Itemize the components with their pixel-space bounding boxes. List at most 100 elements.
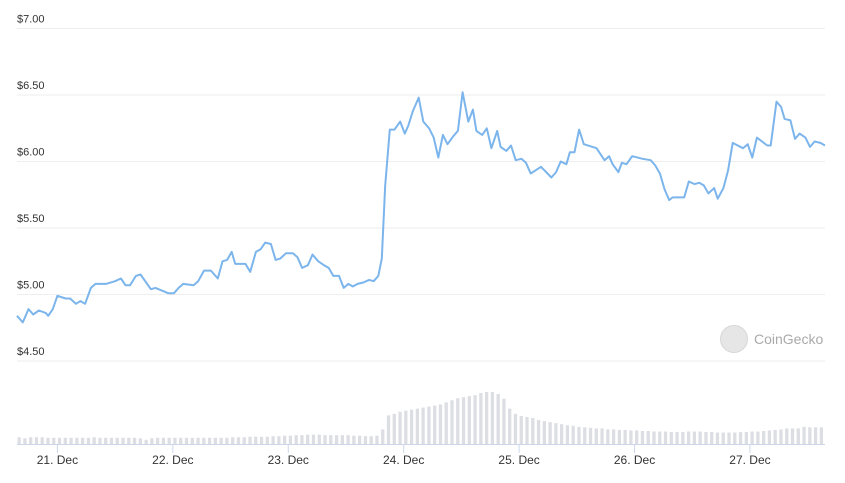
volume-bar xyxy=(386,415,391,444)
volume-bar xyxy=(652,431,656,444)
volume-bar xyxy=(548,422,552,444)
volume-bar xyxy=(444,402,448,444)
volume-bar xyxy=(433,405,437,444)
volume-bar xyxy=(484,392,489,444)
volume-bar xyxy=(306,434,310,444)
volume-bar xyxy=(577,426,581,444)
volume-bar xyxy=(802,426,806,444)
volume-bar xyxy=(69,437,73,444)
volume-bar xyxy=(282,435,287,444)
volume-bar xyxy=(225,437,229,444)
volume-bar xyxy=(167,437,171,444)
volume-bar xyxy=(611,429,616,444)
volume-bar xyxy=(727,432,731,444)
volume-bar xyxy=(184,437,189,444)
volume-bar xyxy=(29,437,33,444)
y-tick-label: $5.50 xyxy=(17,213,45,225)
volume-bar xyxy=(421,407,425,444)
volume-bar xyxy=(109,437,114,444)
volume-bar xyxy=(138,438,142,444)
volume-bar xyxy=(104,437,108,444)
volume-bar xyxy=(254,436,258,444)
x-tick-label: 27. Dec xyxy=(729,453,770,467)
volume-bar xyxy=(57,437,62,444)
volume-bar xyxy=(173,437,177,444)
volume-bar xyxy=(721,432,725,444)
volume-bar xyxy=(144,439,148,444)
volume-bar xyxy=(554,423,558,444)
volume-bar xyxy=(617,429,621,444)
volume-bar xyxy=(248,436,252,444)
volume-bar xyxy=(565,425,570,444)
volume-bar xyxy=(531,418,535,444)
volume-bar xyxy=(121,437,125,444)
volume-bar xyxy=(23,438,27,444)
volume-bar xyxy=(52,437,56,444)
volume-bar xyxy=(508,408,512,444)
y-tick-label: $4.50 xyxy=(17,346,45,358)
y-tick-label: $7.00 xyxy=(17,14,45,26)
volume-bar xyxy=(363,436,368,444)
volume-bar xyxy=(519,415,523,444)
y-tick-label: $5.00 xyxy=(17,280,45,292)
volume-bar xyxy=(207,437,212,444)
volume-bar xyxy=(17,437,21,444)
volume-bar xyxy=(536,420,541,444)
volume-bar xyxy=(496,394,500,444)
volume-bar xyxy=(323,435,327,444)
volume-bar xyxy=(63,437,67,444)
volume-bar xyxy=(40,437,44,444)
volume-bar xyxy=(156,437,160,444)
x-tick-label: 25. Dec xyxy=(498,453,539,467)
volume-bar xyxy=(669,432,673,444)
volume-bar xyxy=(733,432,737,444)
volume-bar xyxy=(346,435,350,444)
volume-bar xyxy=(415,408,419,444)
volume-bar xyxy=(202,437,206,444)
volume-bar xyxy=(600,428,604,444)
volume-bar xyxy=(456,398,460,444)
volume-bar xyxy=(450,400,454,444)
volume-bar xyxy=(606,429,610,444)
volume-bar xyxy=(686,431,691,444)
volume-bar xyxy=(75,437,79,444)
volume-bar xyxy=(46,437,50,444)
volume-bar xyxy=(808,427,812,444)
volume-bar xyxy=(640,431,645,444)
volume-bar xyxy=(785,428,789,444)
x-tick-label: 24. Dec xyxy=(383,453,424,467)
volume-bar xyxy=(300,435,304,444)
volume-bar xyxy=(542,421,546,444)
volume-bar xyxy=(635,430,639,444)
x-axis-labels: 21. Dec 22. Dec 23. Dec 24. Dec 25. Dec 26. D… xyxy=(37,444,771,467)
volume-bar xyxy=(317,434,321,444)
x-tick-label: 23. Dec xyxy=(268,453,309,467)
volume-bar xyxy=(381,429,385,444)
volume-bars xyxy=(17,392,823,444)
volume-bar xyxy=(473,395,477,444)
volume-bar xyxy=(340,435,344,444)
volume-bar xyxy=(265,436,269,444)
volume-bar xyxy=(513,413,518,444)
volume-bar xyxy=(583,427,587,444)
volume-bar xyxy=(796,428,800,444)
volume-bar xyxy=(150,438,154,444)
volume-bar xyxy=(236,437,241,444)
volume-bar xyxy=(190,437,194,444)
volume-bar xyxy=(277,436,281,444)
volume-bar xyxy=(427,406,431,444)
volume-bar xyxy=(681,432,685,444)
volume-bar xyxy=(762,431,766,444)
volume-bar xyxy=(358,435,362,444)
volume-bar xyxy=(375,435,379,444)
volume-bar xyxy=(311,434,316,444)
volume-bar xyxy=(196,437,200,444)
volume-bar xyxy=(594,428,598,444)
volume-bar xyxy=(704,432,708,444)
volume-bar xyxy=(710,432,714,444)
volume-bar xyxy=(588,427,593,444)
volume-bar xyxy=(692,431,697,444)
volume-bar xyxy=(438,404,443,444)
volume-bar xyxy=(132,437,137,444)
